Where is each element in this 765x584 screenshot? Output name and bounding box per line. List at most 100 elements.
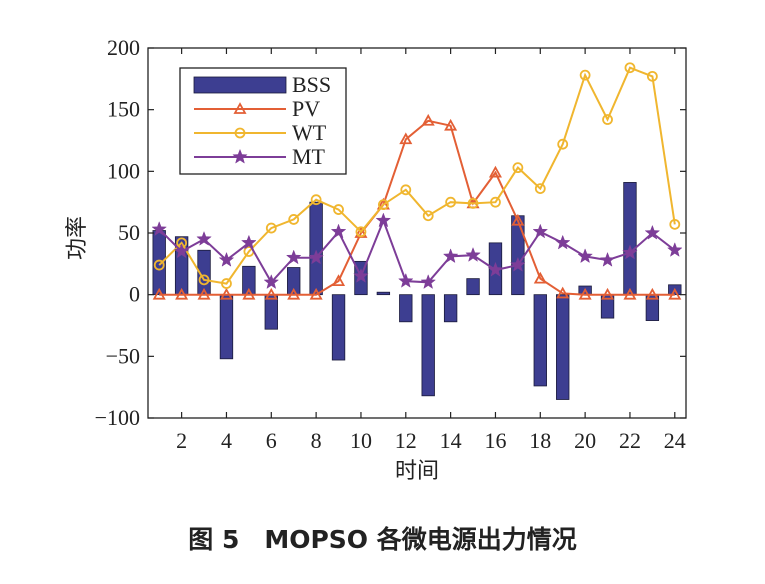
wt-point	[400, 184, 412, 196]
pv-point	[645, 287, 659, 300]
x-tick-label: 16	[484, 428, 506, 453]
x-tick-label: 20	[574, 428, 596, 453]
pv-point	[152, 287, 166, 300]
pv-point	[578, 287, 592, 300]
legend-label-mt: MT	[292, 144, 326, 169]
pv-point	[623, 287, 637, 300]
wt-point	[602, 114, 613, 125]
wt-line	[158, 66, 676, 285]
mt-point	[151, 221, 167, 236]
wt-point	[422, 210, 434, 222]
mt-point	[420, 274, 436, 289]
mt-point	[353, 267, 369, 283]
y-tick-label: −100	[95, 405, 140, 430]
y-tick-label: −50	[106, 343, 140, 368]
x-tick-label: 10	[350, 428, 372, 453]
mt-point	[487, 261, 504, 277]
pv-point	[264, 287, 278, 300]
x-tick-label: 4	[221, 428, 232, 453]
legend-swatch-bss	[193, 76, 287, 94]
wt-point	[288, 214, 300, 225]
bss-bar	[264, 294, 278, 330]
mt-point	[375, 212, 392, 228]
x-tick-label: 18	[529, 428, 551, 453]
pv-point	[488, 165, 502, 178]
legend-marker-pv	[233, 102, 247, 114]
pv-point	[332, 274, 346, 287]
mt-point	[218, 251, 235, 267]
legend-label-bss: BSS	[292, 72, 331, 97]
wt-point	[265, 222, 277, 234]
bss-bar	[533, 294, 547, 387]
plot-area	[151, 62, 683, 400]
legend-marker-wt	[234, 127, 246, 139]
x-tick-label: 8	[311, 428, 322, 453]
pv-point	[219, 287, 233, 300]
bss-bar	[219, 294, 234, 360]
pv-point	[175, 287, 189, 300]
wt-point	[153, 259, 165, 271]
bss-bar	[421, 294, 435, 397]
pv-point	[287, 287, 301, 300]
wt-point	[198, 274, 210, 286]
pv-point	[556, 286, 570, 299]
mt-point	[241, 234, 257, 250]
pv-point	[197, 287, 211, 300]
mt-point	[398, 272, 414, 288]
pv-point	[668, 287, 682, 300]
bss-bar	[623, 182, 637, 296]
mt-point	[577, 248, 593, 264]
x-tick-label: 2	[176, 428, 187, 453]
mt-point	[667, 242, 683, 257]
wt-point	[646, 70, 658, 82]
mt-point	[599, 251, 616, 267]
pv-point	[511, 213, 525, 226]
legend-marker-mt	[232, 148, 248, 164]
mt-point	[330, 223, 347, 239]
legend-label-pv: PV	[292, 96, 320, 121]
wt-point	[534, 183, 546, 195]
mt-line	[158, 217, 676, 284]
wt-point	[512, 162, 524, 174]
x-tick-label: 24	[664, 428, 686, 453]
bss-bar	[556, 294, 570, 400]
wt-point	[467, 197, 479, 209]
mt-point	[173, 243, 190, 259]
wt-point	[445, 196, 457, 208]
mt-point	[510, 256, 526, 272]
y-tick-label: 100	[107, 158, 140, 183]
wt-point	[669, 218, 681, 230]
wt-point	[557, 138, 569, 150]
wt-point	[333, 204, 344, 215]
mt-point	[196, 230, 212, 246]
mt-point	[644, 224, 661, 240]
y-tick-label: 150	[107, 97, 140, 122]
bss-bar	[376, 291, 391, 296]
legend-label-wt: WT	[292, 120, 327, 145]
bss-bar	[331, 294, 346, 361]
pv-point	[399, 132, 413, 145]
pv-point	[309, 287, 323, 300]
pv-point	[242, 287, 256, 300]
wt-point	[310, 194, 322, 206]
x-axis-title: 时间	[395, 459, 439, 484]
y-axis-title: 功率	[65, 216, 90, 260]
pv-point	[444, 118, 458, 131]
mt-point	[532, 223, 549, 239]
bss-bar	[466, 278, 480, 296]
mt-point	[465, 246, 481, 262]
wt-point	[377, 199, 389, 211]
bss-bar	[511, 215, 525, 296]
pv-point	[421, 113, 435, 126]
mt-point	[554, 234, 571, 250]
x-tick-label: 12	[395, 428, 417, 453]
bss-bar	[309, 201, 323, 296]
x-tick-label: 6	[266, 428, 277, 453]
mt-point	[442, 248, 459, 264]
pv-point	[533, 271, 547, 284]
wt-point	[355, 226, 367, 238]
y-tick-label: 0	[129, 282, 140, 307]
